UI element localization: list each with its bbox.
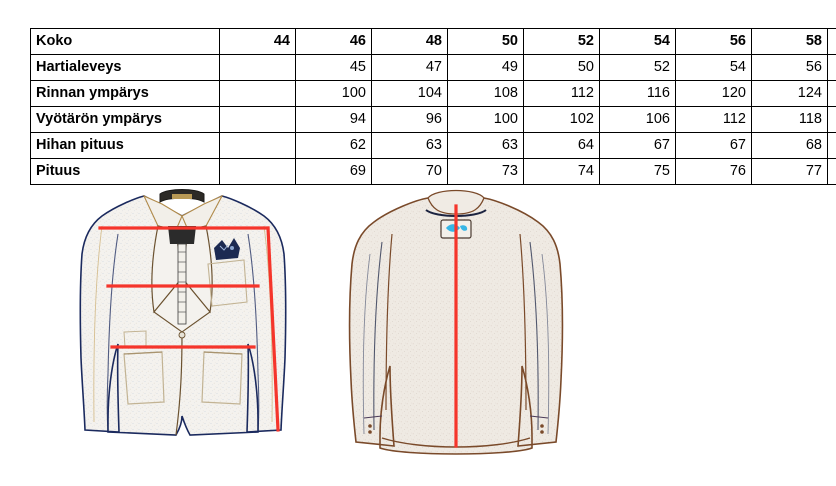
cell-hihan-58: 68 xyxy=(751,132,828,159)
cell-rinnan-46: 100 xyxy=(295,80,372,107)
row-label-koko: Koko xyxy=(30,28,220,55)
cell-pituus-44 xyxy=(219,158,296,185)
table-row: Hihan pituus 62 63 63 64 67 67 68 68 xyxy=(30,132,836,159)
cell-koko-46: 46 xyxy=(295,28,372,55)
cell-vyotaron-58: 118 xyxy=(751,106,828,133)
cell-pituus-46: 69 xyxy=(295,158,372,185)
cell-hihan-52: 64 xyxy=(523,132,600,159)
cell-hartialeveys-60: 58 xyxy=(827,54,836,81)
cell-hihan-60: 68 xyxy=(827,132,836,159)
cell-pituus-54: 75 xyxy=(599,158,676,185)
front-closure xyxy=(175,331,186,436)
cell-hartialeveys-44 xyxy=(219,54,296,81)
cell-hihan-46: 62 xyxy=(295,132,372,159)
cell-vyotaron-52: 102 xyxy=(523,106,600,133)
cell-rinnan-50: 108 xyxy=(447,80,524,107)
cell-koko-58: 58 xyxy=(751,28,828,55)
jacket-illustrations xyxy=(0,176,836,476)
table-row: Hartialeveys 45 47 49 50 52 54 56 58 xyxy=(30,54,836,81)
blazer-back-view-image xyxy=(348,189,564,455)
cell-hihan-56: 67 xyxy=(675,132,752,159)
cell-koko-54: 54 xyxy=(599,28,676,55)
cell-hartialeveys-46: 45 xyxy=(295,54,372,81)
cell-hartialeveys-54: 52 xyxy=(599,54,676,81)
cell-rinnan-54: 116 xyxy=(599,80,676,107)
front-inner-shirt xyxy=(168,226,196,325)
cell-koko-50: 50 xyxy=(447,28,524,55)
blazer-front-view-image xyxy=(79,189,287,436)
front-chest-pocket xyxy=(207,238,248,307)
size-chart-table-body: Koko 44 46 48 50 52 54 56 58 60 Hartiale… xyxy=(30,28,836,185)
cell-koko-44: 44 xyxy=(219,28,296,55)
table-row: Vyötärön ympärys 94 96 100 102 106 112 1… xyxy=(30,106,836,133)
front-sleeve-seams xyxy=(106,233,260,433)
cell-koko-52: 52 xyxy=(523,28,600,55)
row-label-hartialeveys: Hartialeveys xyxy=(30,54,220,81)
cell-pituus-48: 70 xyxy=(371,158,448,185)
cell-rinnan-44 xyxy=(219,80,296,107)
back-cuffs xyxy=(363,415,549,434)
cell-hihan-50: 63 xyxy=(447,132,524,159)
cell-hartialeveys-56: 54 xyxy=(675,54,752,81)
row-label-rinnan-ymparys: Rinnan ympärys xyxy=(30,80,220,107)
cell-vyotaron-56: 112 xyxy=(675,106,752,133)
cell-vyotaron-50: 100 xyxy=(447,106,524,133)
back-shoulder-seams xyxy=(385,233,527,411)
cell-hihan-48: 63 xyxy=(371,132,448,159)
front-hip-pockets xyxy=(123,351,243,405)
cell-vyotaron-60: 122 xyxy=(827,106,836,133)
table-row: Koko 44 46 48 50 52 54 56 58 60 xyxy=(30,28,836,55)
pocket-square-icon xyxy=(214,238,240,260)
cell-vyotaron-48: 96 xyxy=(371,106,448,133)
cell-koko-60: 60 xyxy=(827,28,836,55)
cell-hihan-54: 67 xyxy=(599,132,676,159)
row-label-vyotaron-ymparys: Vyötärön ympärys xyxy=(30,106,220,133)
row-label-pituus: Pituus xyxy=(30,158,220,185)
cell-rinnan-56: 120 xyxy=(675,80,752,107)
cell-hartialeveys-58: 56 xyxy=(751,54,828,81)
cell-hartialeveys-52: 50 xyxy=(523,54,600,81)
sleeve-length-line xyxy=(266,226,280,432)
back-sleeve-inner-lines xyxy=(362,253,550,435)
cell-vyotaron-54: 106 xyxy=(599,106,676,133)
cell-vyotaron-46: 94 xyxy=(295,106,372,133)
cell-pituus-60: 77 xyxy=(827,158,836,185)
cell-rinnan-58: 124 xyxy=(751,80,828,107)
cell-hihan-44 xyxy=(219,132,296,159)
cell-vyotaron-44 xyxy=(219,106,296,133)
back-sleeve-seams xyxy=(373,241,539,431)
cell-koko-48: 48 xyxy=(371,28,448,55)
size-chart-table-container: Koko 44 46 48 50 52 54 56 58 60 Hartiale… xyxy=(30,28,836,185)
measurement-lines-front xyxy=(98,226,280,432)
cell-rinnan-48: 104 xyxy=(371,80,448,107)
cell-koko-56: 56 xyxy=(675,28,752,55)
table-row: Pituus 69 70 73 74 75 76 77 77 xyxy=(30,158,836,185)
cell-rinnan-60: 128 xyxy=(827,80,836,107)
size-chart-table: Koko 44 46 48 50 52 54 56 58 60 Hartiale… xyxy=(30,28,836,185)
table-row: Rinnan ympärys 100 104 108 112 116 120 1… xyxy=(30,80,836,107)
cell-hartialeveys-50: 49 xyxy=(447,54,524,81)
row-label-hihan-pituus: Hihan pituus xyxy=(30,132,220,159)
cell-hartialeveys-48: 47 xyxy=(371,54,448,81)
cell-rinnan-52: 112 xyxy=(523,80,600,107)
